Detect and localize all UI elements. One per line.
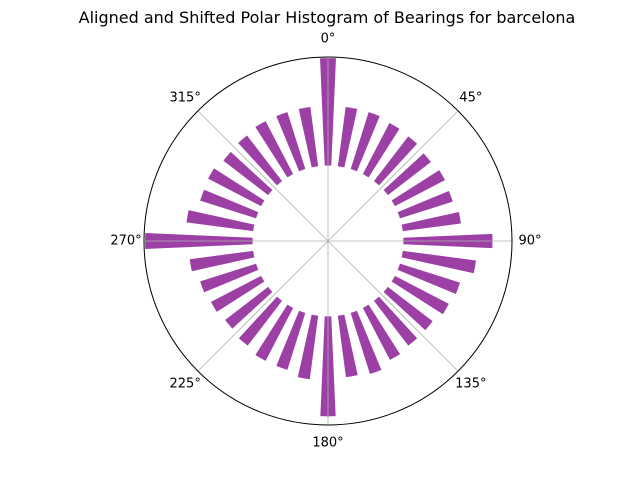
histogram-bar [211,275,265,312]
histogram-bar [276,310,306,370]
histogram-bar [186,210,255,232]
histogram-bar [255,121,294,178]
histogram-bar [208,168,265,207]
grid-spoke [327,240,459,372]
histogram-bar [238,135,283,186]
histogram-bar [337,107,358,168]
chart-title: Aligned and Shifted Polar Histogram of B… [79,8,576,27]
grid-spoke [327,110,459,242]
histogram-bar [391,275,449,315]
histogram-bar [373,296,418,346]
histogram-bar [362,304,401,360]
angle-tick-label: 315° [170,91,201,106]
histogram-bar [200,189,259,219]
grid-layer [144,57,512,425]
bars-layer [145,58,493,417]
grid-spoke [197,240,329,372]
grid-spoke [197,110,329,242]
histogram-bar [276,112,306,172]
histogram-bar [401,250,476,274]
angle-tick-label: 0° [321,32,336,47]
angle-tick-labels: 0° 45° 90° 135° 180° 225° 270° 315° [110,32,541,451]
histogram-bar [373,136,418,186]
histogram-bar [397,190,453,219]
histogram-bar [401,211,461,232]
angle-tick-label: 135° [455,376,486,391]
angle-tick-label: 180° [312,436,343,451]
histogram-bar [397,263,460,294]
histogram-bar [362,123,400,178]
polar-frame [143,56,513,426]
histogram-bar [350,310,382,375]
histogram-bar [383,286,433,331]
histogram-bar [255,304,294,361]
histogram-bar [383,153,431,196]
histogram-bar [225,286,273,329]
histogram-bar [298,107,319,168]
histogram-bar [297,314,319,380]
histogram-bar [337,314,358,378]
angle-tick-label: 45° [459,91,482,106]
histogram-bar [200,263,259,293]
histogram-bar [189,250,255,272]
histogram-bar [238,296,283,346]
histogram-bar [391,170,445,207]
histogram-bar [223,151,273,196]
histogram-bar [350,112,380,172]
angle-tick-label: 270° [110,234,141,249]
angle-tick-label: 225° [170,376,201,391]
angle-tick-label: 90° [518,234,541,249]
